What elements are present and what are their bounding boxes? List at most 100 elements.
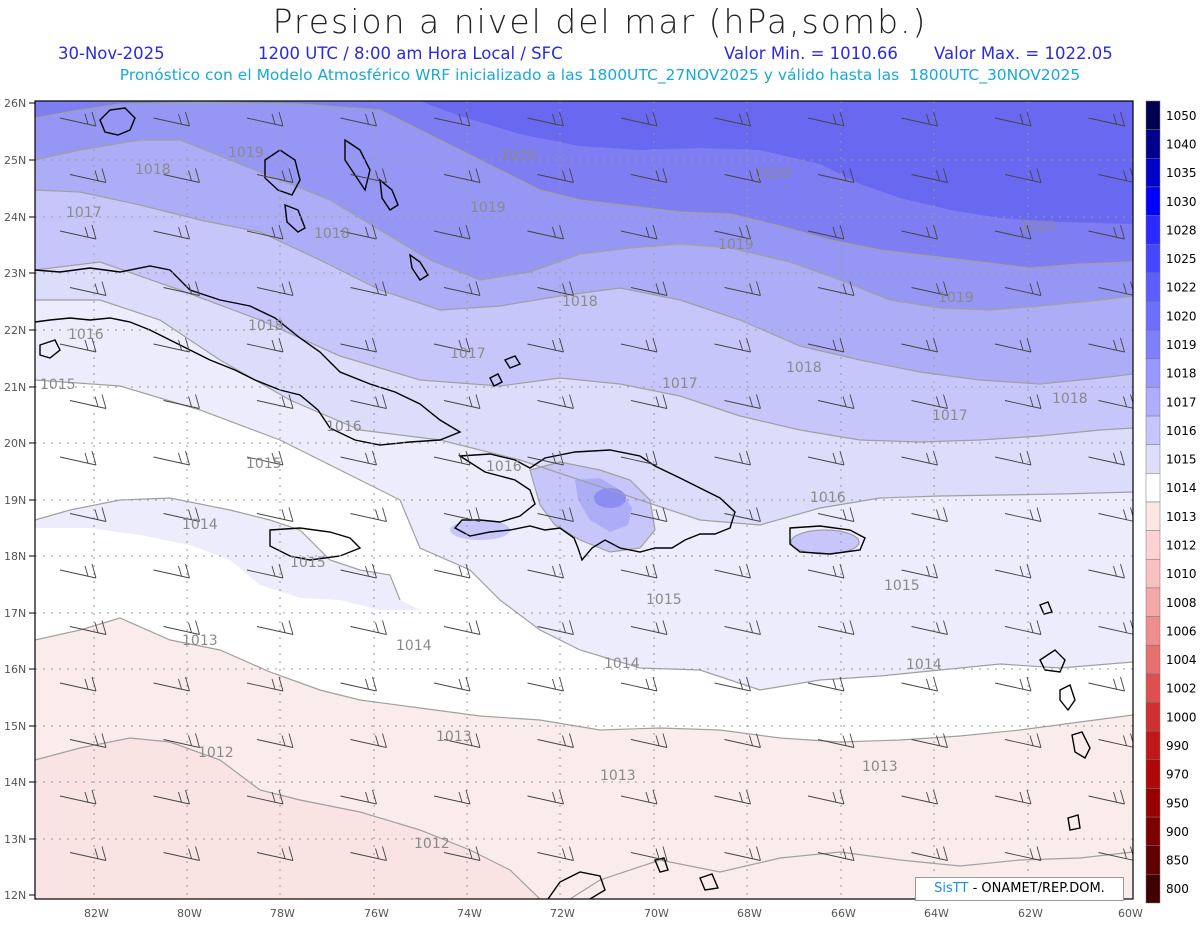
colorbar-label: 1013 [1166,510,1197,524]
wind-barb [69,394,107,409]
wind-barb [714,789,751,805]
wind-barb [901,563,938,579]
colorbar-label: 1016 [1166,424,1197,438]
wind-barb [994,337,1032,353]
wind-barb [620,563,658,579]
lat-label: 19N [4,494,26,507]
wind-barb [1004,846,1042,861]
wind-barb [350,394,387,409]
wind-barb [807,337,845,353]
wind-barb [59,563,97,579]
wind-barb [807,224,845,240]
contour-label: 1015 [40,377,76,393]
colorbar-label: 950 [1166,796,1189,810]
wind-barb [256,394,294,409]
contour-label: 1020 [1020,219,1056,235]
wind-barb [817,733,855,748]
wind-barb [443,620,481,635]
lat-label: 24N [4,211,26,224]
wind-barb [714,111,751,127]
wind-barb [1088,563,1125,579]
wind-barb [620,450,658,466]
wind-barb [1088,111,1125,127]
wind-barb [443,733,481,748]
colorbar-label: 900 [1166,825,1189,839]
wind-barb [59,224,97,240]
wind-barb [911,733,948,748]
contour-label: 1020 [500,148,536,164]
colorbar-swatch [1145,444,1161,474]
wind-barb [807,111,845,127]
wind-barb [246,789,284,805]
lat-axis [29,102,35,896]
colorbar-label: 1002 [1166,682,1197,696]
wind-barb [724,394,761,409]
contour-label: 1018 [314,226,350,242]
contour-label: 1016 [486,459,522,475]
wind-barb [350,620,387,635]
wind-barb [59,337,97,353]
wind-barb [163,168,200,183]
wind-barb [630,846,668,861]
wind-barb [1004,507,1042,522]
wind-barb [630,168,668,183]
wind-barb [256,620,294,635]
wind-barb [256,281,294,296]
wind-barb [714,224,751,240]
wind-barb [443,846,481,861]
contour-label: 1015 [646,592,682,608]
wind-barb [537,846,574,861]
wind-barb [350,846,387,861]
contour-label: 1019 [228,145,264,161]
contour-label: 1016 [326,419,362,435]
colorbar-swatch [1145,387,1161,417]
wind-barb [537,168,574,183]
lon-label: 74W [457,907,482,920]
wind-barb [59,676,97,692]
colorbar-swatch [1145,673,1161,703]
wind-barb [153,224,190,240]
lon-label: 76W [364,907,389,920]
wind-barb [817,620,855,635]
lat-label: 22N [4,324,26,337]
colorbar-swatch [1145,559,1161,589]
colorbar-swatch [1145,215,1161,245]
max-value: Valor Max. = 1022.05 [934,44,1113,63]
wind-barb [527,337,564,353]
contour-label: 1017 [662,376,698,392]
wind-barb [153,111,190,127]
colorbar-swatch [1145,788,1161,818]
wind-barb [527,111,564,127]
contour-label: 1013 [436,729,472,745]
contour-label: 1019 [470,200,506,216]
lat-label: 21N [4,381,26,394]
lon-label: 68W [737,907,762,920]
wind-barb [537,281,574,296]
colorbar-label: 1014 [1166,481,1197,495]
lon-label: 80W [177,907,202,920]
lon-label: 70W [644,907,669,920]
wind-barb [620,111,658,127]
wind-barb [256,507,294,522]
lat-labels: 26N 25N 24N 23N 22N 21N 20N 19N 18N 17N … [4,97,26,902]
wind-barb [527,224,564,240]
wind-barb [994,789,1032,805]
wind-barb [69,281,107,296]
lon-label: 60W [1118,907,1143,920]
wind-barb [59,450,97,466]
wind-barb [340,111,377,127]
contour-label: 1018 [248,318,284,334]
colorbar-label: 1035 [1166,166,1197,180]
wind-barb [256,733,294,748]
colorbar-label: 1010 [1166,567,1197,581]
wind-barb [153,676,190,692]
wind-barb [620,676,658,692]
wind-barb [256,168,294,183]
wind-barb [901,111,938,127]
wind-barb [163,281,200,296]
wind-barb [153,789,190,805]
colorbar-label: 970 [1166,768,1189,782]
colorbar-swatch [1145,759,1161,789]
wind-barb [527,563,564,579]
wind-barb [724,168,761,183]
